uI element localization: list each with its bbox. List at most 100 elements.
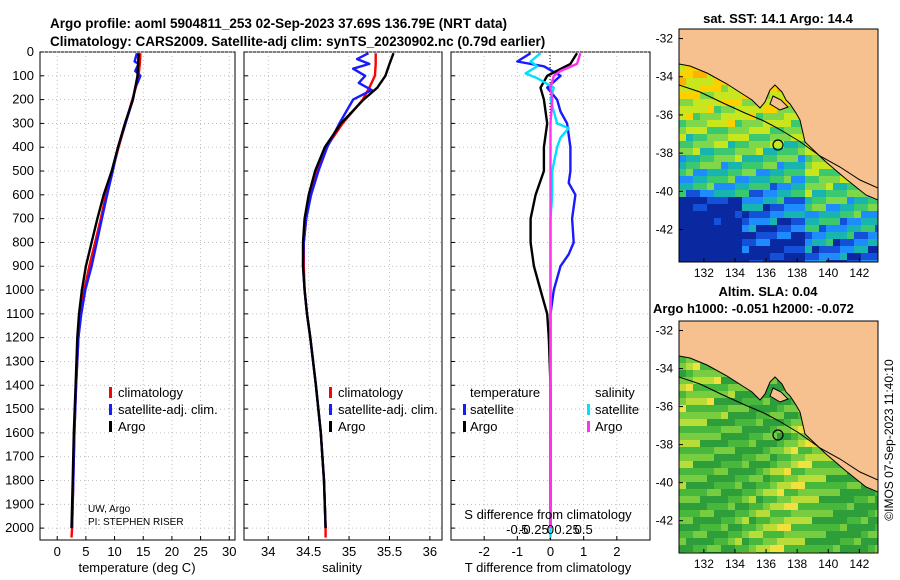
field-cell xyxy=(686,183,694,191)
field-cell xyxy=(686,426,694,434)
field-cell xyxy=(763,204,771,212)
field-cell xyxy=(707,447,715,455)
field-cell xyxy=(686,370,694,378)
field-cell xyxy=(875,225,878,233)
field-cell xyxy=(714,155,722,163)
field-cell xyxy=(805,538,813,546)
field-cell xyxy=(812,482,820,490)
map-y-tick-label: -32 xyxy=(656,324,674,338)
field-cell xyxy=(784,148,792,156)
field-cell xyxy=(721,419,729,427)
field-cell xyxy=(756,218,764,226)
field-cell xyxy=(714,92,722,100)
field-cell xyxy=(693,169,701,177)
field-cell xyxy=(679,155,687,163)
field-cell xyxy=(679,71,687,79)
field-cell xyxy=(798,204,806,212)
field-cell xyxy=(833,225,841,233)
field-cell xyxy=(735,183,743,191)
field-cell xyxy=(679,454,687,462)
field-cell xyxy=(875,503,878,511)
field-cell xyxy=(679,489,687,497)
field-cell xyxy=(784,253,792,261)
field-cell xyxy=(791,169,799,177)
field-cell xyxy=(756,106,764,114)
field-cell xyxy=(735,510,743,518)
field-cell xyxy=(777,232,785,240)
field-cell xyxy=(742,524,750,532)
field-cell xyxy=(833,510,841,518)
field-cell xyxy=(721,503,729,511)
field-cell xyxy=(749,162,757,170)
field-cell xyxy=(840,468,848,476)
field-cell xyxy=(819,475,827,483)
field-cell xyxy=(749,232,757,240)
field-cell xyxy=(679,85,687,93)
field-cell xyxy=(693,398,701,406)
field-cell xyxy=(714,148,722,156)
field-cell xyxy=(721,391,729,399)
field-cell xyxy=(770,426,778,434)
temperature-legend: climatology satellite-adj. clim. Argo xyxy=(109,385,218,434)
field-cell xyxy=(686,489,694,497)
field-cell xyxy=(833,260,841,262)
field-cell xyxy=(679,148,687,156)
series-line-argo xyxy=(301,52,395,529)
field-cell xyxy=(742,461,750,469)
field-cell xyxy=(679,190,687,198)
field-cell xyxy=(693,447,701,455)
field-cell xyxy=(700,489,708,497)
field-cell xyxy=(819,211,827,219)
x-tick-label: 34.5 xyxy=(296,544,321,559)
field-cell xyxy=(868,253,876,261)
field-cell xyxy=(721,183,729,191)
field-cell xyxy=(679,433,687,441)
field-cell xyxy=(805,148,813,156)
field-cell xyxy=(679,391,687,399)
field-cell xyxy=(742,440,750,448)
field-cell xyxy=(686,120,694,128)
field-cell xyxy=(742,155,750,163)
field-cell xyxy=(700,433,708,441)
field-cell xyxy=(686,468,694,476)
field-cell xyxy=(693,419,701,427)
field-cell xyxy=(756,155,764,163)
field-cell xyxy=(728,461,736,469)
field-cell xyxy=(735,496,743,504)
field-cell xyxy=(700,169,708,177)
field-cell xyxy=(721,211,729,219)
field-cell xyxy=(749,538,757,546)
field-cell xyxy=(826,517,834,525)
field-cell xyxy=(714,461,722,469)
field-cell xyxy=(728,246,736,254)
y-tick-label: 1700 xyxy=(5,449,34,464)
field-cell xyxy=(763,545,771,553)
field-cell xyxy=(714,197,722,205)
field-cell xyxy=(777,239,785,247)
field-cell xyxy=(749,496,757,504)
field-cell xyxy=(833,538,841,546)
field-cell xyxy=(735,120,743,128)
field-cell xyxy=(784,391,792,399)
field-cell xyxy=(756,120,764,128)
field-cell xyxy=(868,225,876,233)
field-cell xyxy=(714,482,722,490)
field-cell xyxy=(805,246,813,254)
legend-swatch-climatology xyxy=(329,387,332,398)
field-cell xyxy=(784,468,792,476)
field-cell xyxy=(721,538,729,546)
legend-label-satellite: satellite-adj. clim. xyxy=(338,402,438,417)
field-cell xyxy=(742,391,750,399)
x-tick-label: 25 xyxy=(193,544,207,559)
field-cell xyxy=(777,461,785,469)
field-cell xyxy=(721,377,729,385)
field-cell xyxy=(798,531,806,539)
field-cell xyxy=(847,204,855,212)
field-cell xyxy=(826,190,834,198)
field-cell xyxy=(805,496,813,504)
field-cell xyxy=(819,204,827,212)
field-cell xyxy=(819,246,827,254)
field-cell xyxy=(791,155,799,163)
field-cell xyxy=(847,183,855,191)
field-cell xyxy=(861,197,869,205)
